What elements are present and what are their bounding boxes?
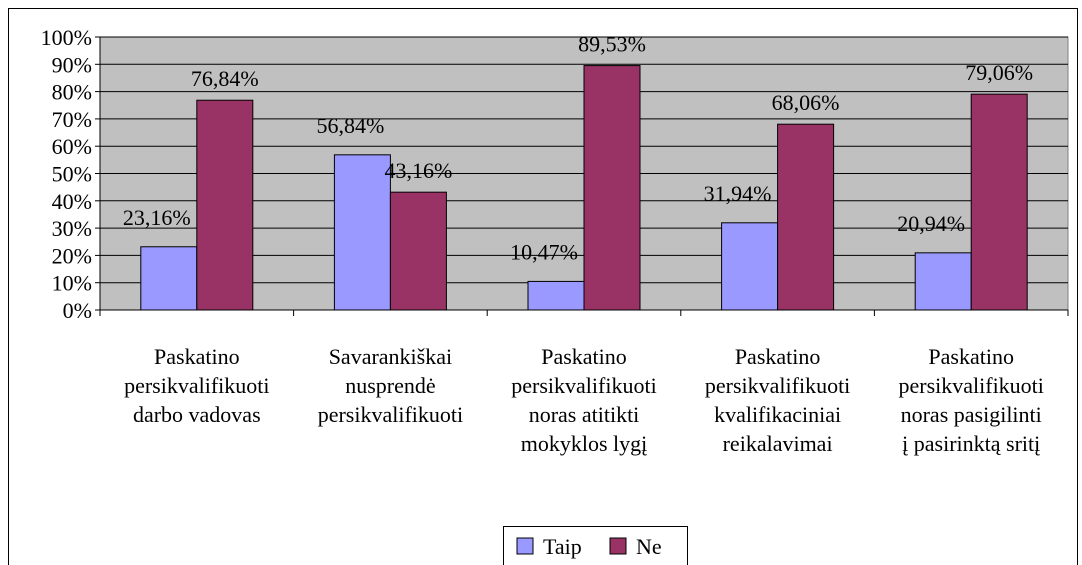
y-tick-label: 90%	[52, 52, 92, 77]
bar	[970, 93, 1028, 311]
x-tick-label: persikvalifikuoti	[898, 373, 1043, 398]
value-label: 56,84%	[316, 113, 384, 138]
x-tick-label: mokyklos lygį	[521, 431, 648, 456]
x-tick-label: Paskatino	[541, 344, 627, 369]
y-tick-label: 0%	[63, 298, 92, 323]
y-tick-label: 50%	[52, 162, 92, 187]
y-tick-label: 60%	[52, 134, 92, 159]
value-label: 76,84%	[191, 66, 259, 91]
y-tick-label: 20%	[52, 243, 92, 268]
value-label: 43,16%	[384, 158, 452, 183]
x-tick-label: į pasirinktą sritį	[902, 431, 1040, 456]
x-tick-label: reikalavimai	[723, 431, 833, 456]
bar	[721, 222, 779, 311]
value-label: 68,06%	[772, 90, 840, 115]
bar	[333, 154, 391, 311]
legend-swatch	[609, 537, 627, 555]
x-tick-label: persikvalifikuoti	[705, 373, 850, 398]
legend-swatch	[516, 537, 534, 555]
y-tick-label: 100%	[41, 25, 92, 50]
value-label: 79,06%	[965, 60, 1033, 85]
legend-box	[503, 526, 688, 565]
x-tick-label: persikvalifikuoti	[124, 373, 269, 398]
value-label: 31,94%	[704, 181, 772, 206]
value-label: 89,53%	[578, 32, 646, 57]
x-tick-label: noras pasigilinti	[901, 402, 1042, 427]
y-tick-label: 80%	[52, 80, 92, 105]
x-tick-label: kvalifikaciniai	[714, 402, 841, 427]
value-label: 23,16%	[123, 205, 191, 230]
chart-frame	[8, 8, 1078, 565]
bar	[777, 123, 835, 311]
bar	[140, 246, 198, 311]
bar	[196, 99, 254, 311]
x-tick-label: Paskatino	[154, 344, 240, 369]
x-tick-label: Paskatino	[928, 344, 1014, 369]
value-label: 10,47%	[510, 239, 578, 264]
y-tick-label: 30%	[52, 216, 92, 241]
bar	[527, 280, 585, 311]
x-tick-label: persikvalifikuoti	[511, 373, 656, 398]
x-tick-label: noras atitikti	[529, 402, 640, 427]
legend-label: Ne	[636, 534, 662, 559]
y-tick-label: 10%	[52, 271, 92, 296]
value-label: 20,94%	[897, 211, 965, 236]
x-tick-label: Savarankiškai	[329, 344, 452, 369]
x-tick-label: nusprendė	[345, 373, 435, 398]
legend-label: Taip	[543, 534, 582, 559]
x-tick-label: darbo vadovas	[133, 402, 261, 427]
bar	[914, 252, 972, 311]
bar	[389, 191, 447, 311]
y-tick-label: 70%	[52, 107, 92, 132]
x-tick-label: persikvalifikuoti	[318, 402, 463, 427]
bar	[583, 65, 641, 311]
y-tick-label: 40%	[52, 189, 92, 214]
x-tick-label: Paskatino	[735, 344, 821, 369]
